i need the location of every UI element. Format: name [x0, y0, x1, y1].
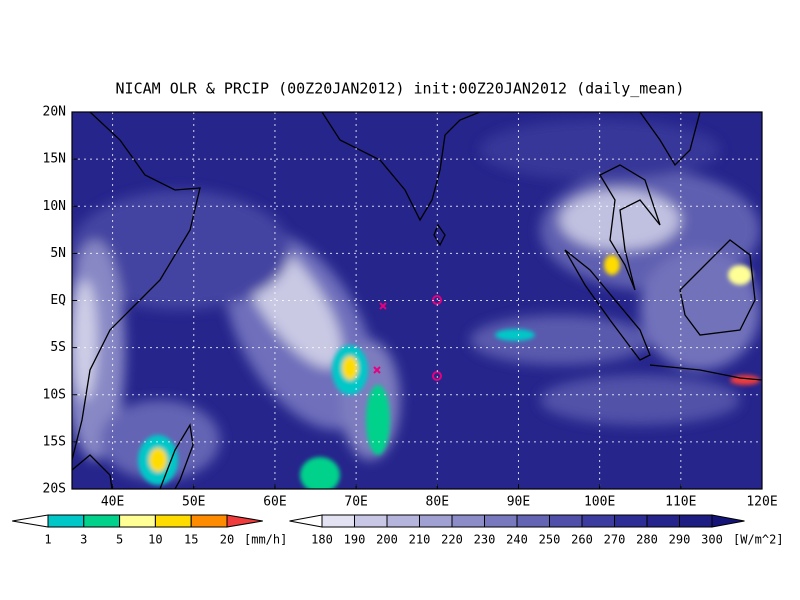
- y-tick-label: 20S: [43, 482, 66, 497]
- x-tick-label: 120E: [746, 495, 777, 510]
- colorbar-box: [47, 514, 85, 528]
- colorbar-label: 210: [409, 533, 431, 547]
- colorbar-label: 10: [148, 533, 162, 547]
- x-tick-label: 80E: [426, 495, 449, 510]
- colorbar-arrow: [711, 514, 745, 528]
- colorbar-box: [646, 514, 680, 528]
- colorbar-box: [484, 514, 518, 528]
- colorbar-label: 230: [474, 533, 496, 547]
- y-tick-label: 15S: [43, 434, 66, 449]
- colorbar-label: 5: [116, 533, 123, 547]
- colorbar-arrow: [226, 514, 263, 528]
- colorbar-box: [581, 514, 615, 528]
- colorbar-unit: [W/m^2]: [733, 533, 784, 547]
- colorbar-label: 280: [636, 533, 658, 547]
- colorbar-box: [119, 514, 156, 528]
- colorbar-box: [451, 514, 485, 528]
- colorbar-box: [549, 514, 583, 528]
- y-tick-label: 5N: [50, 246, 66, 261]
- colorbar-label: 200: [376, 533, 398, 547]
- coastlines: [72, 112, 762, 489]
- colorbar-box: [154, 514, 192, 528]
- x-tick-label: 40E: [101, 495, 124, 510]
- y-tick-label: 10N: [43, 199, 66, 214]
- colorbar-arrow: [12, 514, 49, 528]
- map-title: NICAM OLR & PRCIP (00Z20JAN2012) init:00…: [116, 80, 685, 98]
- colorbar-box: [419, 514, 453, 528]
- colorbar-label: 3: [80, 533, 87, 547]
- colorbar-label: 180: [311, 533, 333, 547]
- y-tick-label: 20N: [43, 105, 66, 120]
- colorbar-box: [321, 514, 355, 528]
- colorbar-label: 250: [539, 533, 561, 547]
- colorbar-box: [83, 514, 121, 528]
- colorbar-label: 270: [604, 533, 626, 547]
- colorbar-box: [516, 514, 550, 528]
- map-field: [72, 112, 762, 489]
- colorbar-box: [679, 514, 713, 528]
- y-tick-label: 15N: [43, 152, 66, 167]
- colorbar-label: 300: [701, 533, 723, 547]
- colorbar-label: 260: [571, 533, 593, 547]
- colorbar-label: 240: [506, 533, 528, 547]
- colorbar-label: 190: [344, 533, 366, 547]
- x-tick-label: 90E: [507, 495, 530, 510]
- x-tick-label: 50E: [182, 495, 205, 510]
- x-tick-label: 60E: [263, 495, 286, 510]
- y-tick-label: 10S: [43, 387, 66, 402]
- colorbar-label: 15: [184, 533, 198, 547]
- colorbar-box: [354, 514, 388, 528]
- colorbar-label: 290: [669, 533, 691, 547]
- x-tick-label: 100E: [584, 495, 615, 510]
- x-tick-label: 110E: [665, 495, 696, 510]
- colorbar-label: 220: [441, 533, 463, 547]
- colorbar-box: [614, 514, 648, 528]
- colorbar-label: 20: [220, 533, 234, 547]
- colorbar-unit: [mm/h]: [244, 533, 287, 547]
- y-tick-label: EQ: [50, 293, 66, 308]
- colorbar-label: 1: [44, 533, 51, 547]
- y-tick-label: 5S: [50, 340, 66, 355]
- colorbar-box: [386, 514, 420, 528]
- colorbar-box: [190, 514, 228, 528]
- x-tick-label: 70E: [344, 495, 367, 510]
- colorbar-arrow: [289, 514, 323, 528]
